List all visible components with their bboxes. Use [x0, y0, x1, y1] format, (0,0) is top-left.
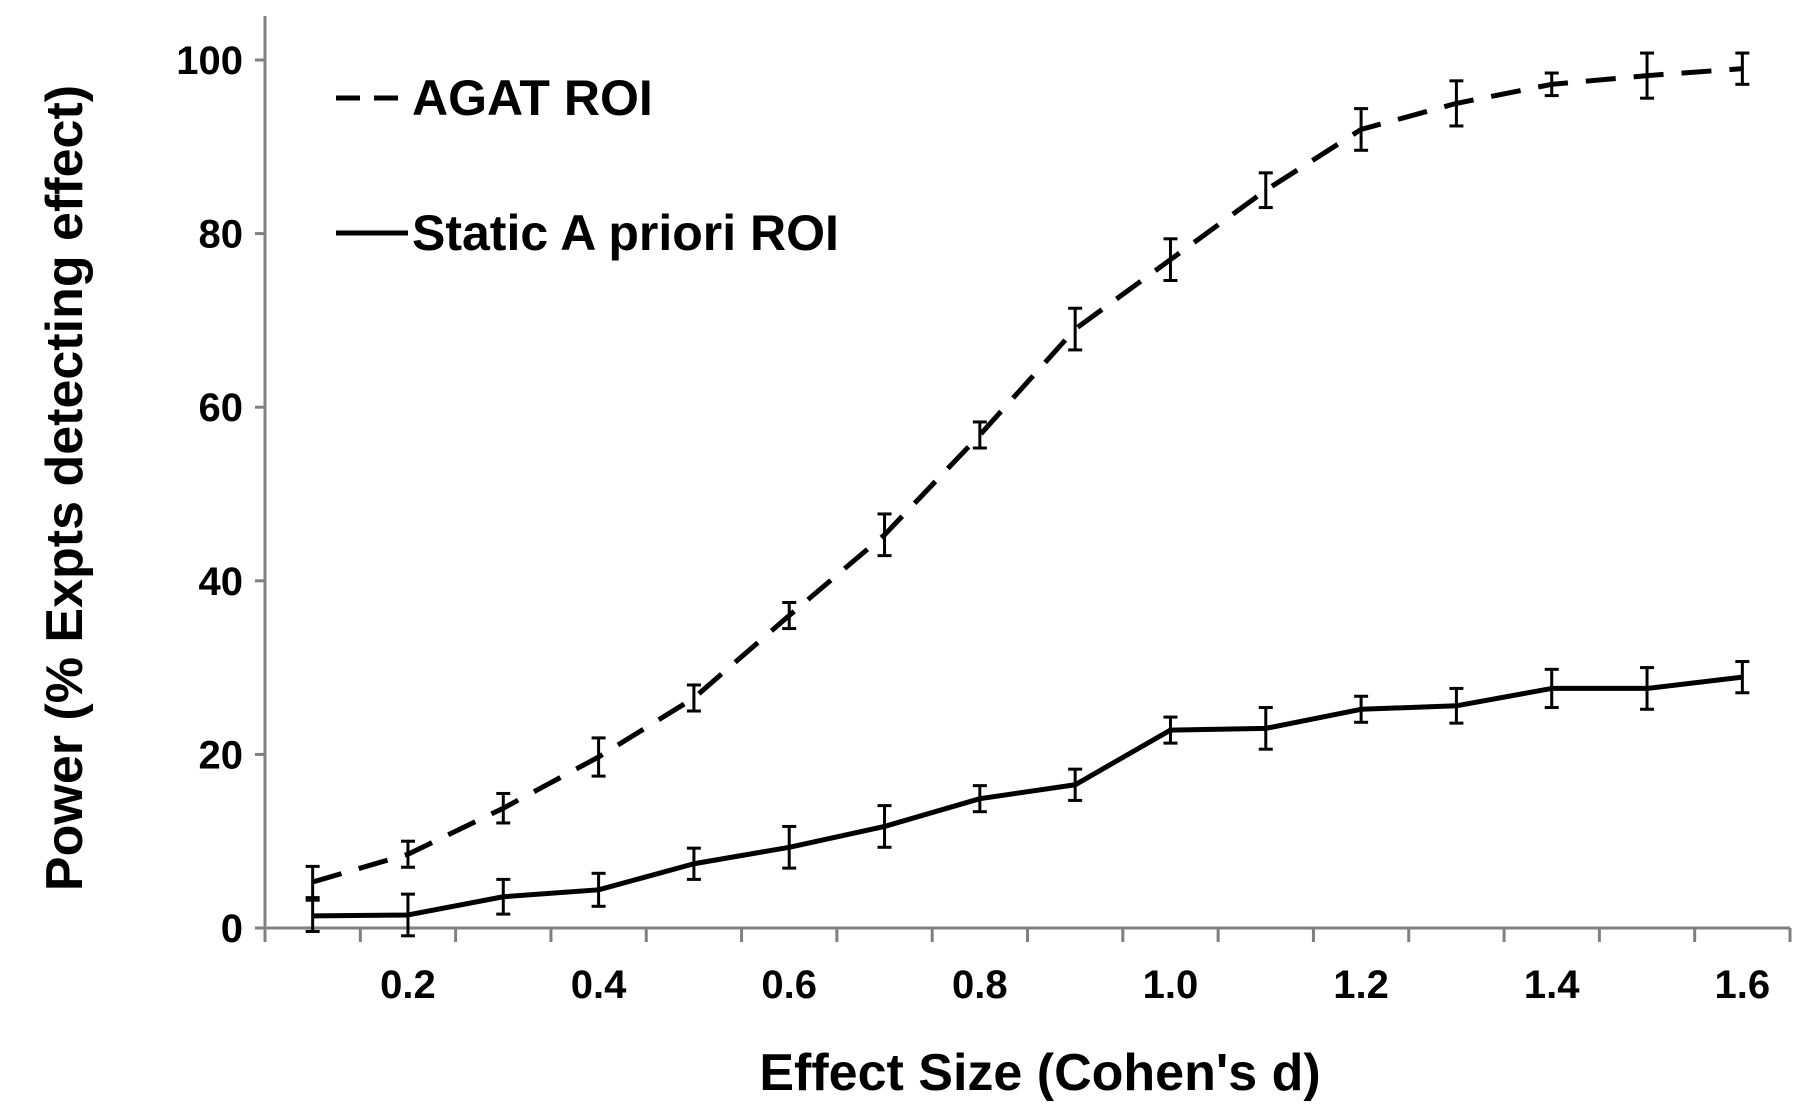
- legend-label-static: Static A priori ROI: [412, 205, 839, 261]
- data-point: [1073, 327, 1077, 331]
- y-axis-label: Power (% Expts detecting effect): [36, 85, 94, 891]
- x-tick-label: 0.6: [761, 963, 817, 1007]
- data-point: [1454, 704, 1458, 708]
- series-layer: [305, 51, 1750, 938]
- data-point: [787, 845, 791, 849]
- data-point: [692, 696, 696, 700]
- data-point: [1264, 726, 1268, 730]
- data-point: [1359, 127, 1363, 131]
- data-point: [1454, 101, 1458, 105]
- data-point: [883, 533, 887, 537]
- data-point: [311, 880, 315, 884]
- data-point: [1264, 188, 1268, 192]
- legend-label-agat: AGAT ROI: [412, 70, 653, 126]
- x-axis-label: Effect Size (Cohen's d): [759, 1044, 1320, 1102]
- data-point: [787, 614, 791, 618]
- data-point: [1645, 686, 1649, 690]
- data-point: [1168, 258, 1172, 262]
- x-tick-label: 1.2: [1333, 963, 1389, 1007]
- y-tick-label: 40: [199, 560, 244, 604]
- data-point: [597, 755, 601, 759]
- data-point: [1645, 74, 1649, 78]
- x-tick-label: 1.0: [1143, 963, 1199, 1007]
- data-point: [597, 888, 601, 892]
- data-point: [978, 797, 982, 801]
- legend: AGAT ROI Static A priori ROI: [336, 70, 839, 261]
- y-tick-label: 60: [199, 386, 244, 430]
- y-tick-label: 80: [199, 213, 244, 257]
- x-tick-label: 0.8: [952, 963, 1008, 1007]
- data-point: [692, 862, 696, 866]
- y-tick-label: 0: [221, 907, 243, 951]
- data-point: [1550, 686, 1554, 690]
- data-point: [1550, 82, 1554, 86]
- data-point: [1359, 707, 1363, 711]
- data-point: [406, 913, 410, 917]
- data-point: [883, 824, 887, 828]
- data-point: [406, 852, 410, 856]
- y-tick-label: 100: [176, 39, 243, 83]
- data-point: [1168, 728, 1172, 732]
- series-agat-roi: [305, 51, 1750, 900]
- data-point: [501, 806, 505, 810]
- x-tick-label: 1.4: [1524, 963, 1580, 1007]
- series-line: [311, 66, 1743, 885]
- data-point: [978, 433, 982, 437]
- x-tick-label: 0.4: [571, 963, 627, 1007]
- data-point: [1073, 783, 1077, 787]
- axes: 0 20 40 60 80 100 0.2 0.4 0.6 0.8 1.0 1.2 1.4 1.6: [176, 16, 1792, 1007]
- x-tick-label: 1.6: [1715, 963, 1771, 1007]
- x-tick-label: 0.2: [380, 963, 436, 1007]
- data-point: [1740, 67, 1744, 71]
- series-static-a-priori-roi: [305, 660, 1750, 938]
- data-point: [1740, 675, 1744, 679]
- data-point: [501, 895, 505, 899]
- y-tick-label: 20: [199, 733, 244, 777]
- series-line: [312, 674, 1743, 919]
- data-point: [311, 914, 315, 918]
